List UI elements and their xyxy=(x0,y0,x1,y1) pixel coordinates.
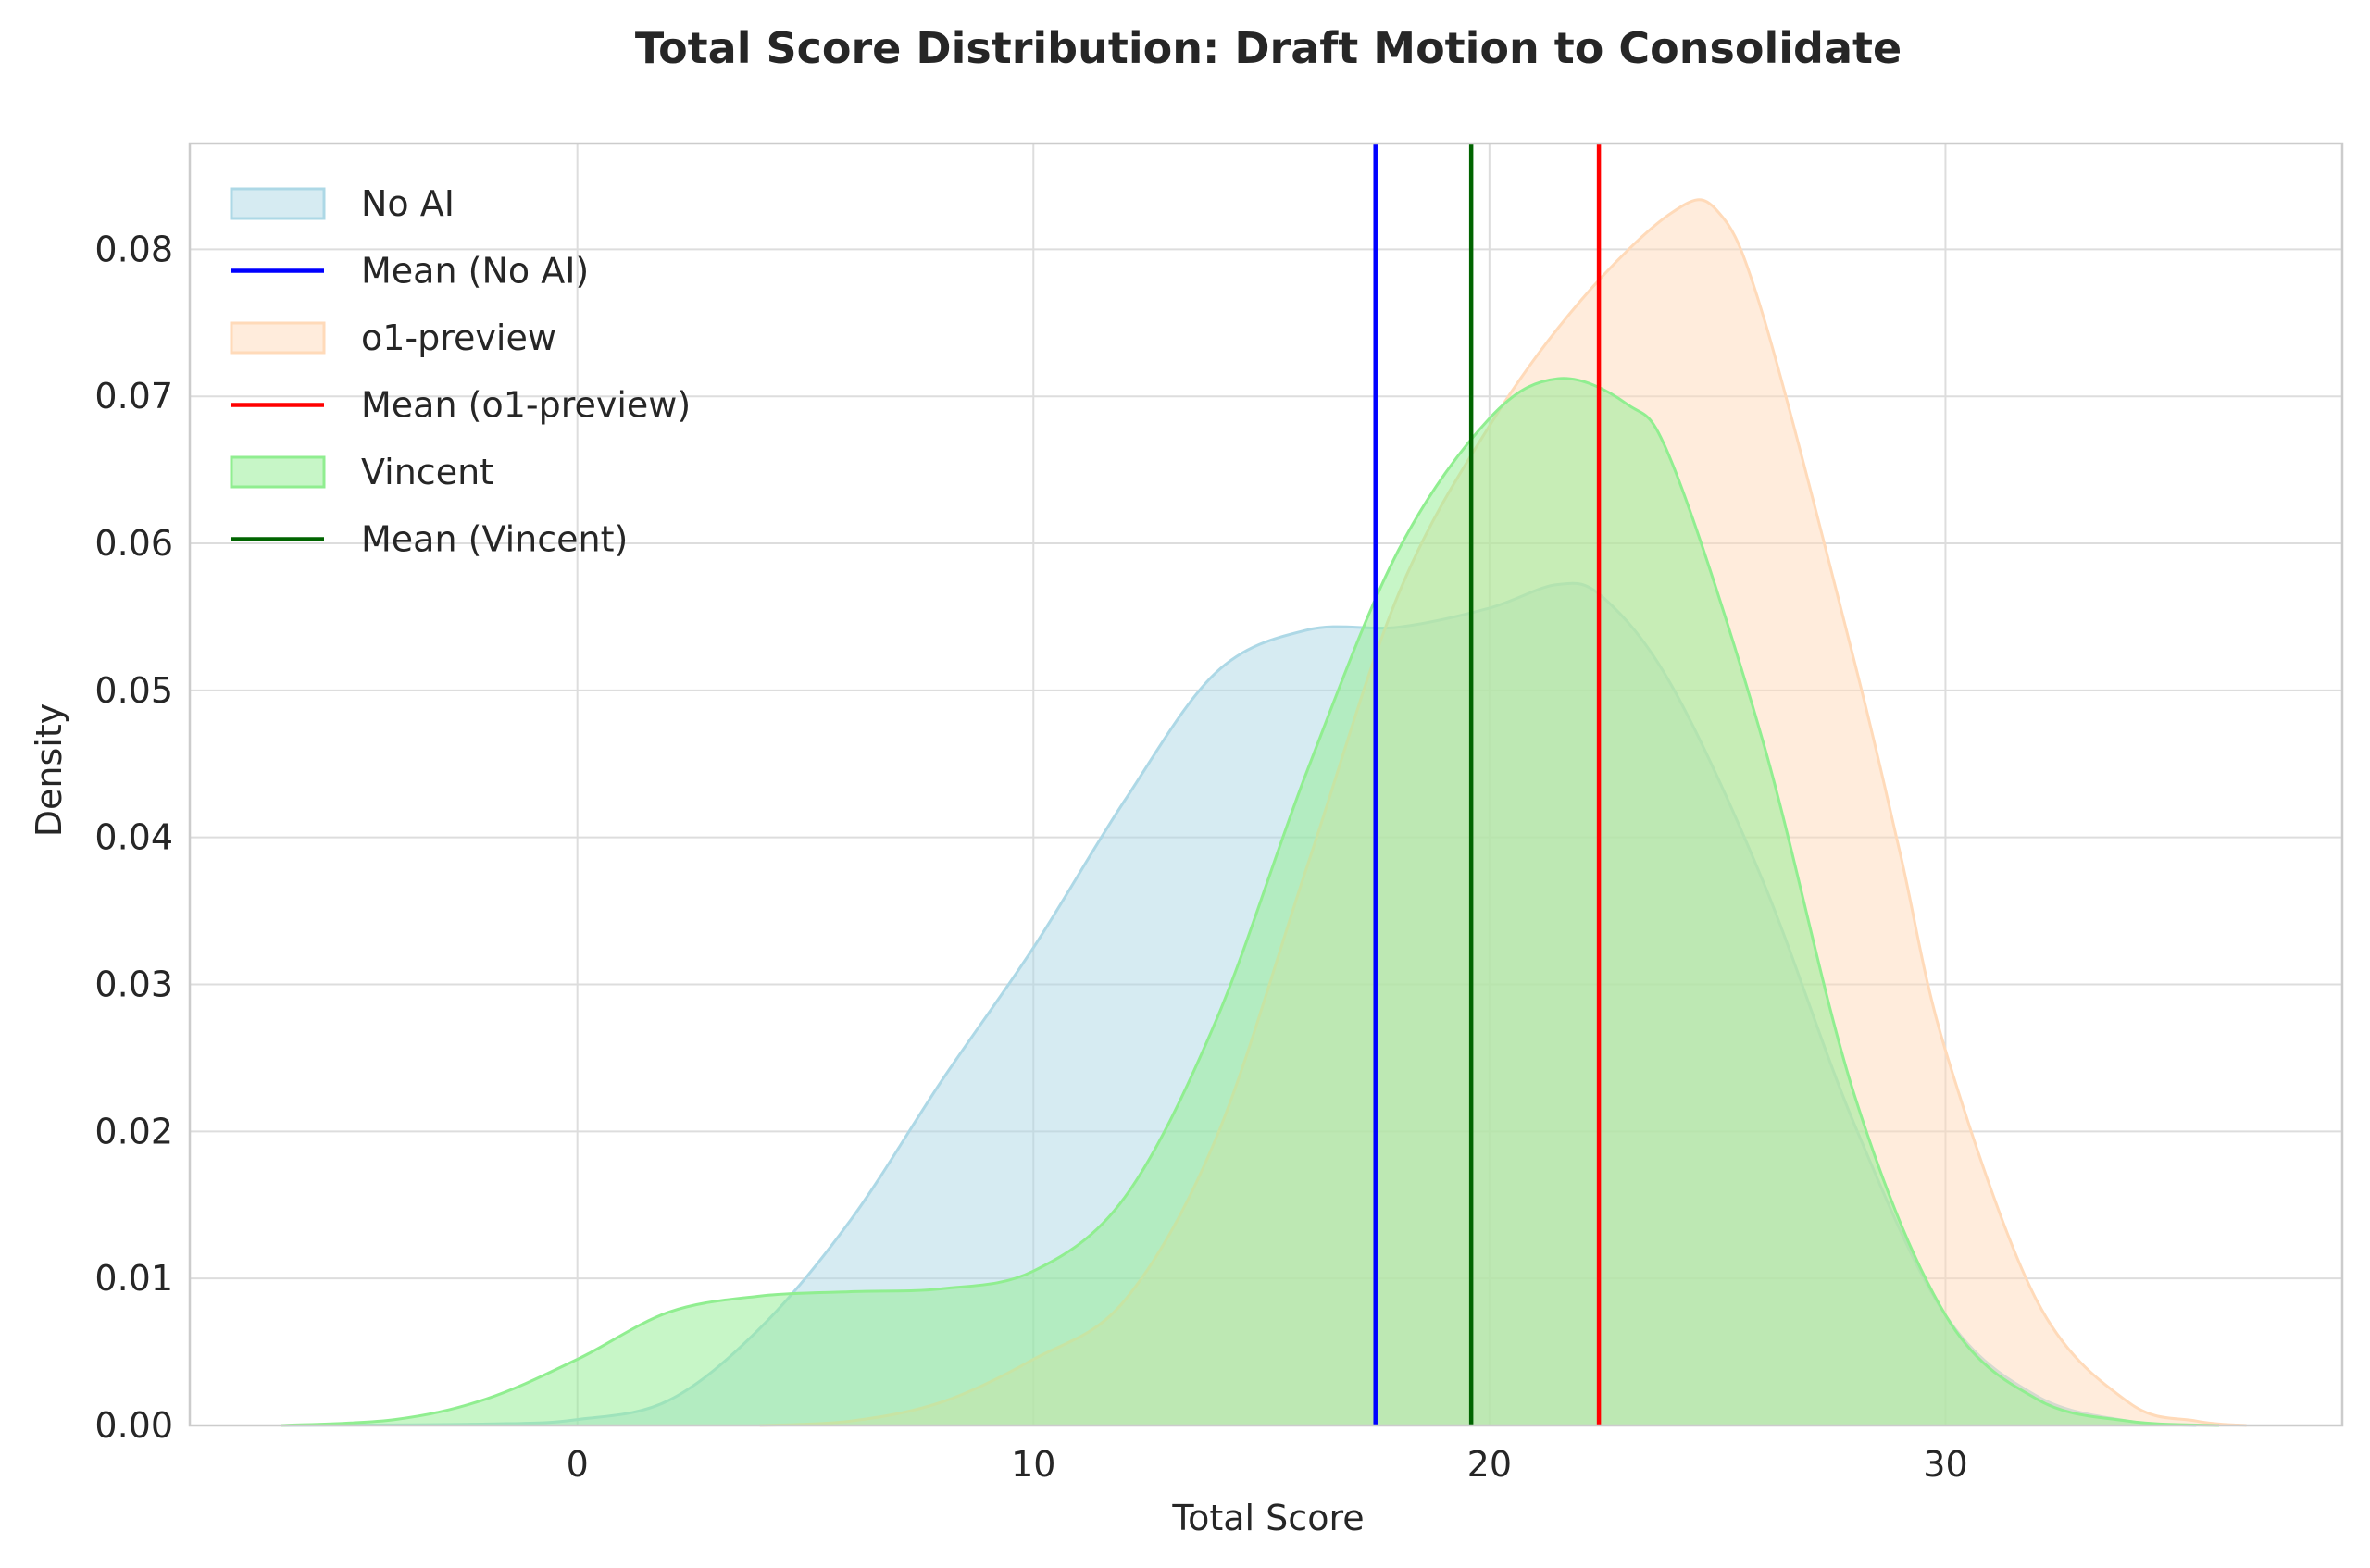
x-tick-label: 0 xyxy=(567,1444,589,1485)
legend-label: No AI xyxy=(361,183,455,224)
x-tick-label: 30 xyxy=(1923,1444,1967,1485)
y-tick-label: 0.02 xyxy=(94,1111,173,1151)
x-tick-label: 10 xyxy=(1011,1444,1055,1485)
legend-label: Mean (No AI) xyxy=(361,251,589,292)
legend-swatch-o1-preview xyxy=(230,321,326,355)
y-tick-label: 0.06 xyxy=(94,523,173,564)
y-tick-label: 0.04 xyxy=(94,817,173,858)
chart-title: Total Score Distribution: Draft Motion t… xyxy=(635,23,1902,73)
density-edge-vincent xyxy=(281,377,2220,1427)
x-tick-label: 20 xyxy=(1467,1444,1512,1485)
y-tick-label: 0.00 xyxy=(94,1405,173,1446)
y-tick-label: 0.03 xyxy=(94,964,173,1005)
legend-label: Mean (Vincent) xyxy=(361,519,628,560)
y-axis-label: Density xyxy=(29,703,69,837)
legend-label: Vincent xyxy=(361,452,493,492)
legend-label: o1-preview xyxy=(361,317,556,358)
density-area-vincent xyxy=(281,378,2219,1425)
legend-label: Mean (o1-preview) xyxy=(361,385,691,426)
tick-labels: 0 10 20 30 0.00 0.01 0.02 0.03 0.04 0.05 0.06 0.07 0… xyxy=(94,229,1967,1485)
legend: No AI Mean (No AI) o1-preview Mean (o1-prev… xyxy=(230,183,691,560)
y-tick-label: 0.07 xyxy=(94,376,173,417)
legend-swatch-no-ai xyxy=(230,187,326,220)
density-areas xyxy=(281,198,2247,1427)
legend-swatch-vincent xyxy=(230,455,326,489)
plot-frame xyxy=(188,142,2344,1427)
mean-lines xyxy=(1373,143,1602,1425)
y-tick-label: 0.08 xyxy=(94,229,173,269)
y-tick-label: 0.01 xyxy=(94,1258,173,1299)
x-axis-label: Total Score xyxy=(1171,1498,1364,1538)
y-tick-label: 0.05 xyxy=(94,670,173,711)
